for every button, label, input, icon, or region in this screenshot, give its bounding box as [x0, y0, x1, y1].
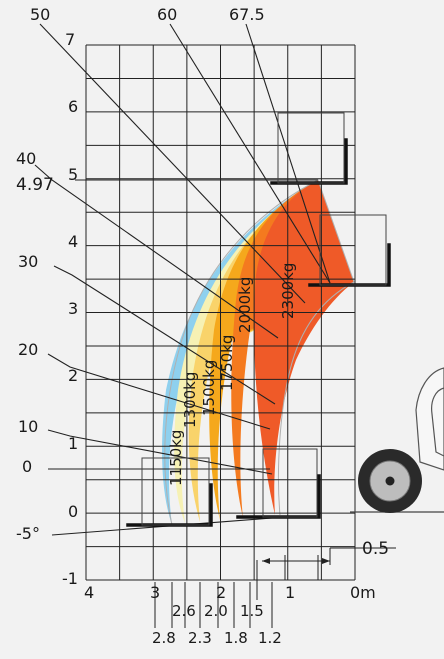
grid [85, 44, 356, 581]
angle-label-50: 50 [30, 5, 50, 24]
angle-label-30: 30 [18, 252, 38, 271]
zone-label-1750kg: 1750kg [218, 335, 236, 391]
angle-line-50 [39, 23, 306, 304]
scale-bar: 0.5 [262, 539, 396, 565]
angle-line-60 [169, 23, 331, 284]
load-box-top [277, 112, 345, 184]
y-label-4: 4 [68, 232, 78, 251]
load-box-min [141, 457, 210, 526]
y-label-3: 3 [68, 299, 78, 318]
machine-body [415, 367, 444, 471]
angle-label-60: 60 [157, 5, 177, 24]
angle-line-67-5 [245, 23, 331, 284]
outreach-lower-2-8: 2.8 [152, 629, 176, 647]
x-label-1: 1 [285, 583, 295, 602]
y-label-6: 6 [68, 97, 78, 116]
zone-label-1300kg: 1300kg [181, 372, 199, 428]
zone-label-2000kg: 2000kg [236, 277, 254, 333]
zone-label-1500kg: 1500kg [200, 360, 218, 416]
x-label-3: 3 [150, 583, 160, 602]
machine-silhouette [350, 367, 444, 513]
angle-label-minus5: -5° [16, 524, 40, 543]
zone-label-2300kg: 2300kg [279, 263, 297, 319]
outreach-labels: 2.6 2.0 1.5 2.8 2.3 1.8 1.2 [152, 602, 282, 647]
y-label-0: 0 [68, 502, 78, 521]
y-label-minus1: -1 [62, 569, 78, 588]
outreach-lower-1-8: 1.8 [224, 629, 248, 647]
x-label-2: 2 [216, 583, 226, 602]
angle-line-40 [34, 164, 279, 339]
outreach-upper-1-5: 1.5 [240, 602, 264, 620]
angle-label-10: 10 [18, 417, 38, 436]
load-zones [162, 179, 355, 526]
load-box-low [262, 448, 318, 518]
angle-line-10 [47, 429, 273, 475]
y-label-5: 5 [68, 165, 78, 184]
y-label-7: 7 [65, 30, 75, 49]
max-height-label: 4.97 [16, 175, 54, 195]
load-boxes [141, 112, 387, 526]
angle-label-67-5: 67.5 [229, 5, 265, 24]
zone-label-1150kg: 1150kg [167, 430, 185, 486]
zone-2300kg [254, 180, 354, 515]
scale-label: 0.5 [362, 539, 389, 559]
outreach-upper-2-0: 2.0 [204, 602, 228, 620]
outreach-upper-2-6: 2.6 [172, 602, 196, 620]
machine-window [431, 387, 444, 457]
x-label-0m: 0m [350, 583, 376, 602]
angle-line-20 [47, 353, 271, 430]
angle-label-40: 40 [16, 149, 36, 168]
angle-label-20: 20 [18, 340, 38, 359]
fork-top [270, 138, 348, 185]
angle-label-0: 0 [22, 457, 32, 476]
y-label-1: 1 [68, 434, 78, 453]
wheel-hub [385, 476, 395, 486]
zone-labels: 1150kg 1300kg 1500kg 1750kg 2000kg 2300k… [167, 263, 297, 486]
zone-outline [164, 179, 355, 526]
angle-line-30 [53, 265, 276, 405]
angle-labels: 50 60 67.5 40 30 20 10 0 -5° 4.97 [16, 5, 265, 543]
outreach-markers [154, 555, 319, 628]
outreach-lower-2-3: 2.3 [188, 629, 212, 647]
load-box-mid [319, 214, 387, 286]
outreach-lower-1-2: 1.2 [258, 629, 282, 647]
x-label-4: 4 [84, 583, 94, 602]
x-axis-labels: 4 3 2 1 0m [84, 583, 376, 602]
y-axis-labels: 7 6 5 4 3 2 1 0 -1 [62, 30, 78, 588]
y-label-2: 2 [68, 366, 78, 385]
